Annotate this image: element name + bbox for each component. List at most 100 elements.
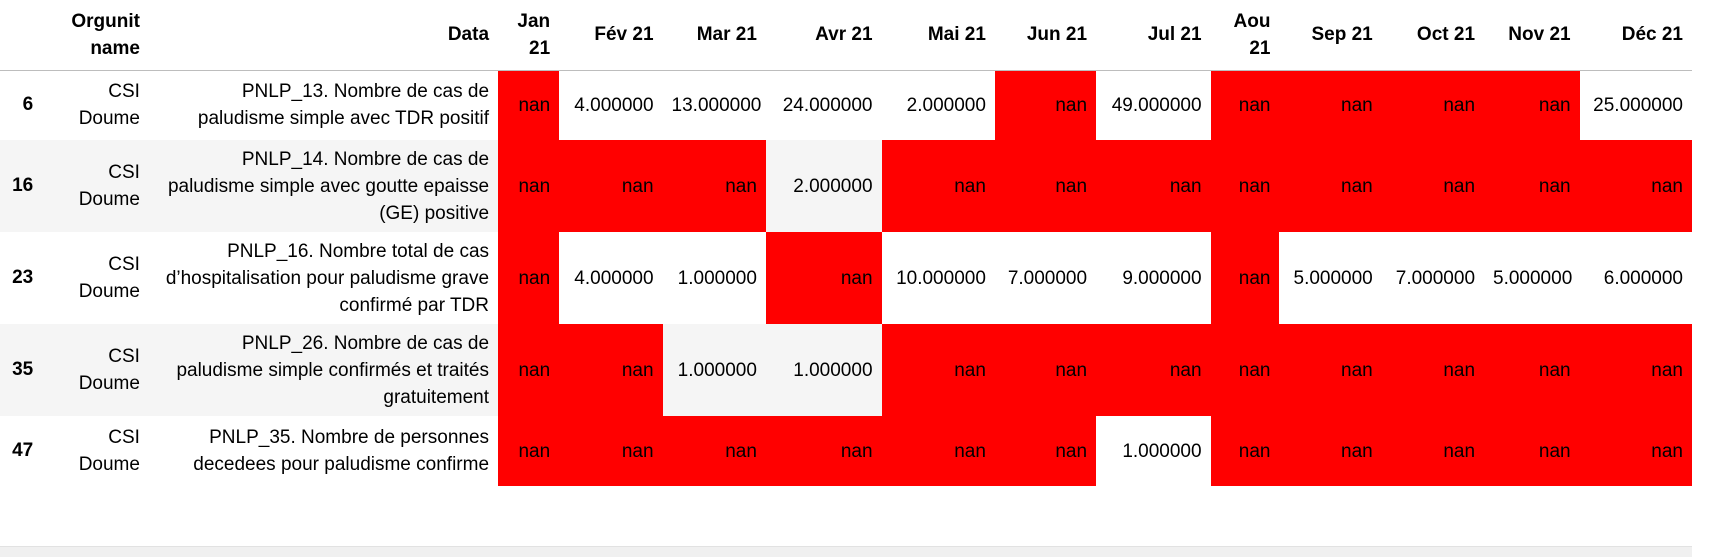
value-cell: 5.000000 bbox=[1293, 267, 1373, 289]
header-month: Jul 21 bbox=[1147, 24, 1202, 46]
header-row: Orgunit name Data Jan 21 Fév 21 Mar 21 A… bbox=[0, 0, 1692, 70]
value-cell-missing: nan bbox=[1579, 416, 1692, 486]
data-element-cell: PNLP_35. Nombre de personnes decedees po… bbox=[193, 427, 490, 475]
value-cell-missing: nan bbox=[498, 232, 560, 324]
value-cell-missing: nan bbox=[662, 416, 766, 486]
orgunit-cell: CSI Doume bbox=[78, 346, 140, 394]
value-cell-missing: nan bbox=[1484, 416, 1580, 486]
value-cell-missing: nan bbox=[1381, 70, 1485, 140]
value-cell: 2.000000 bbox=[906, 94, 986, 116]
table-header: Orgunit name Data Jan 21 Fév 21 Mar 21 A… bbox=[0, 0, 1692, 70]
table-row: 47 CSI Doume PNLP_35. Nombre de personnes … bbox=[0, 416, 1692, 486]
value-cell-missing: nan bbox=[1579, 140, 1692, 232]
value-cell-missing: nan bbox=[559, 140, 663, 232]
orgunit-cell: CSI Doume bbox=[78, 81, 140, 130]
value-cell-missing: nan bbox=[765, 232, 882, 324]
data-element-cell: PNLP_13. Nombre de cas de paludisme simp… bbox=[197, 81, 490, 130]
row-index: 35 bbox=[12, 359, 34, 380]
value-cell: 10.000000 bbox=[896, 267, 986, 289]
value-cell-missing: nan bbox=[1210, 232, 1280, 324]
value-cell: 7.000000 bbox=[1007, 267, 1088, 289]
value-cell-missing: nan bbox=[1279, 324, 1382, 416]
header-month: Déc 21 bbox=[1621, 24, 1683, 46]
value-cell: 6.000000 bbox=[1603, 267, 1683, 289]
value-cell-missing: nan bbox=[498, 70, 560, 140]
value-cell: 1.000000 bbox=[1122, 440, 1202, 462]
table-row: 35 CSI Doume PNLP_26. Nombre de cas de pal… bbox=[0, 324, 1692, 416]
value-cell: 25.000000 bbox=[1593, 94, 1683, 116]
value-cell-missing: nan bbox=[1579, 324, 1692, 416]
value-cell: 9.000000 bbox=[1122, 267, 1202, 289]
value-cell-missing: nan bbox=[1381, 140, 1485, 232]
value-cell-missing: nan bbox=[1210, 324, 1280, 416]
value-cell-missing: nan bbox=[1210, 70, 1280, 140]
value-cell-missing: nan bbox=[1279, 140, 1382, 232]
header-month: Aou 21 bbox=[1233, 10, 1271, 59]
table-row: 6 CSI Doume PNLP_13. Nombre de cas de palu… bbox=[0, 70, 1692, 140]
value-cell-missing: nan bbox=[1279, 70, 1382, 140]
value-cell-missing: nan bbox=[1381, 416, 1485, 486]
value-cell: 7.000000 bbox=[1395, 267, 1476, 289]
value-cell-missing: nan bbox=[1096, 324, 1211, 416]
header-month: Jun 21 bbox=[1026, 24, 1088, 46]
value-cell-missing: nan bbox=[1484, 70, 1580, 140]
header-orgunit-name: Orgunit name bbox=[71, 10, 140, 59]
header-month: Mai 21 bbox=[927, 24, 986, 46]
value-cell-missing: nan bbox=[881, 140, 995, 232]
value-cell-missing: nan bbox=[498, 324, 560, 416]
value-cell: 4.000000 bbox=[574, 94, 654, 116]
value-cell: 5.000000 bbox=[1493, 267, 1573, 289]
orgunit-cell: CSI Doume bbox=[78, 254, 140, 302]
row-index: 16 bbox=[12, 175, 34, 196]
header-month: Nov 21 bbox=[1508, 24, 1571, 46]
header-month: Avr 21 bbox=[815, 24, 873, 46]
value-cell-missing: nan bbox=[1484, 324, 1580, 416]
value-cell-missing: nan bbox=[1096, 140, 1211, 232]
value-cell-missing: nan bbox=[1279, 416, 1382, 486]
value-cell-missing: nan bbox=[1484, 140, 1580, 232]
table-row: 16 CSI Doume PNLP_14. Nombre de cas de pal… bbox=[0, 140, 1692, 232]
orgunit-cell: CSI Doume bbox=[78, 162, 140, 210]
value-cell: 1.000000 bbox=[793, 359, 873, 381]
value-cell-missing: nan bbox=[994, 324, 1097, 416]
header-index bbox=[0, 0, 42, 70]
data-element-cell: PNLP_26. Nombre de cas de paludisme simp… bbox=[176, 332, 490, 408]
value-cell: 24.000000 bbox=[782, 94, 873, 116]
value-cell: 2.000000 bbox=[793, 175, 873, 197]
value-cell-missing: nan bbox=[881, 324, 995, 416]
row-index: 6 bbox=[22, 94, 34, 116]
header-month: Sep 21 bbox=[1311, 24, 1373, 46]
data-element-cell: PNLP_16. Nombre total de cas d’hospitali… bbox=[165, 240, 490, 316]
header-data: Data bbox=[447, 24, 490, 46]
value-cell: 4.000000 bbox=[574, 267, 654, 289]
dataframe-table: Orgunit name Data Jan 21 Fév 21 Mar 21 A… bbox=[0, 0, 1692, 486]
value-cell-missing: nan bbox=[559, 416, 663, 486]
orgunit-cell: CSI Doume bbox=[78, 427, 140, 475]
value-cell-missing: nan bbox=[662, 140, 766, 232]
data-element-cell: PNLP_14. Nombre de cas de paludisme simp… bbox=[167, 148, 490, 224]
value-cell-missing: nan bbox=[1210, 140, 1280, 232]
header-month: Oct 21 bbox=[1416, 24, 1476, 46]
header-month: Mar 21 bbox=[696, 24, 757, 46]
value-cell-missing: nan bbox=[498, 140, 560, 232]
value-cell: 1.000000 bbox=[677, 359, 757, 381]
value-cell-missing: nan bbox=[1210, 416, 1280, 486]
value-cell-missing: nan bbox=[559, 324, 663, 416]
value-cell-missing: nan bbox=[881, 416, 995, 486]
value-cell-missing: nan bbox=[1381, 324, 1485, 416]
value-cell-missing: nan bbox=[498, 416, 560, 486]
value-cell: 13.000000 bbox=[671, 94, 762, 116]
row-index: 47 bbox=[12, 440, 34, 461]
horizontal-scrollbar[interactable] bbox=[0, 546, 1692, 557]
row-index: 23 bbox=[12, 267, 34, 288]
value-cell: 49.000000 bbox=[1111, 94, 1202, 116]
table-row: 23 CSI Doume PNLP_16. Nombre total de cas … bbox=[0, 232, 1692, 324]
value-cell-missing: nan bbox=[994, 70, 1097, 140]
value-cell-missing: nan bbox=[994, 416, 1097, 486]
value-cell-missing: nan bbox=[994, 140, 1097, 232]
header-month: Jan 21 bbox=[517, 10, 551, 59]
table-body: 6 CSI Doume PNLP_13. Nombre de cas de palu… bbox=[0, 70, 1692, 486]
value-cell: 1.000000 bbox=[677, 267, 757, 289]
header-month: Fév 21 bbox=[594, 24, 654, 46]
value-cell-missing: nan bbox=[765, 416, 882, 486]
